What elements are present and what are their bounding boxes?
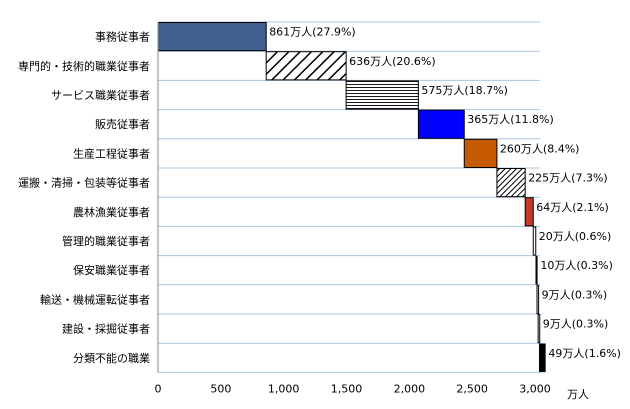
- bar: [537, 314, 541, 344]
- bar: [496, 168, 526, 198]
- category-label: 建設・採掘従事者: [62, 322, 150, 336]
- data-label: 365万人(11.8%): [467, 113, 554, 126]
- bar: [539, 343, 546, 373]
- x-tick-label: 500: [210, 382, 231, 395]
- category-label: 生産工程従事者: [73, 146, 150, 160]
- bar: [345, 80, 419, 110]
- category-label: 販売従事者: [95, 118, 150, 131]
- category-label: 運搬・清掃・包装等従事者: [18, 176, 150, 190]
- x-axis-unit-label: 万人: [567, 388, 589, 401]
- bar: [535, 255, 538, 285]
- category-label: 管理的職業従事者: [62, 234, 150, 248]
- data-label: 260万人(8.4%): [500, 142, 580, 155]
- bar: [532, 226, 537, 256]
- bar: [536, 284, 540, 314]
- x-tick-label: 3,000: [519, 382, 551, 395]
- data-label: 636万人(20.6%): [349, 55, 436, 68]
- data-label: 225万人(7.3%): [528, 172, 608, 185]
- category-label: サービス職業従事者: [51, 89, 150, 102]
- data-label: 49万人(1.6%): [548, 347, 621, 360]
- data-label: 575万人(18.7%): [421, 84, 508, 97]
- data-label: 9万人(0.3%): [542, 288, 608, 301]
- x-tick-label: 0: [155, 382, 162, 395]
- bar: [417, 109, 465, 139]
- category-label: 輸送・機械運転従事者: [40, 292, 150, 306]
- category-label: 分類不能の職業: [73, 351, 150, 365]
- bar: [265, 51, 347, 81]
- category-label: 専門的・技術的職業従事者: [18, 59, 150, 73]
- x-tick-label: 1,500: [331, 382, 363, 395]
- data-label: 9万人(0.3%): [543, 318, 609, 331]
- x-tick-label: 1,000: [268, 382, 300, 395]
- data-label: 10万人(0.3%): [540, 259, 613, 272]
- bar: [524, 197, 534, 227]
- bar: [157, 22, 267, 52]
- bar: [463, 138, 498, 169]
- category-label: 保安職業従事者: [73, 263, 150, 277]
- x-tick-label: 2,500: [456, 382, 488, 395]
- data-label: 64万人(2.1%): [536, 201, 609, 214]
- category-label: 事務従事者: [95, 30, 150, 44]
- category-label: 農林漁業従事者: [73, 205, 150, 219]
- x-tick-label: 2,000: [394, 382, 426, 395]
- data-label: 861万人(27.9%): [269, 26, 356, 39]
- data-label: 20万人(0.6%): [539, 230, 612, 243]
